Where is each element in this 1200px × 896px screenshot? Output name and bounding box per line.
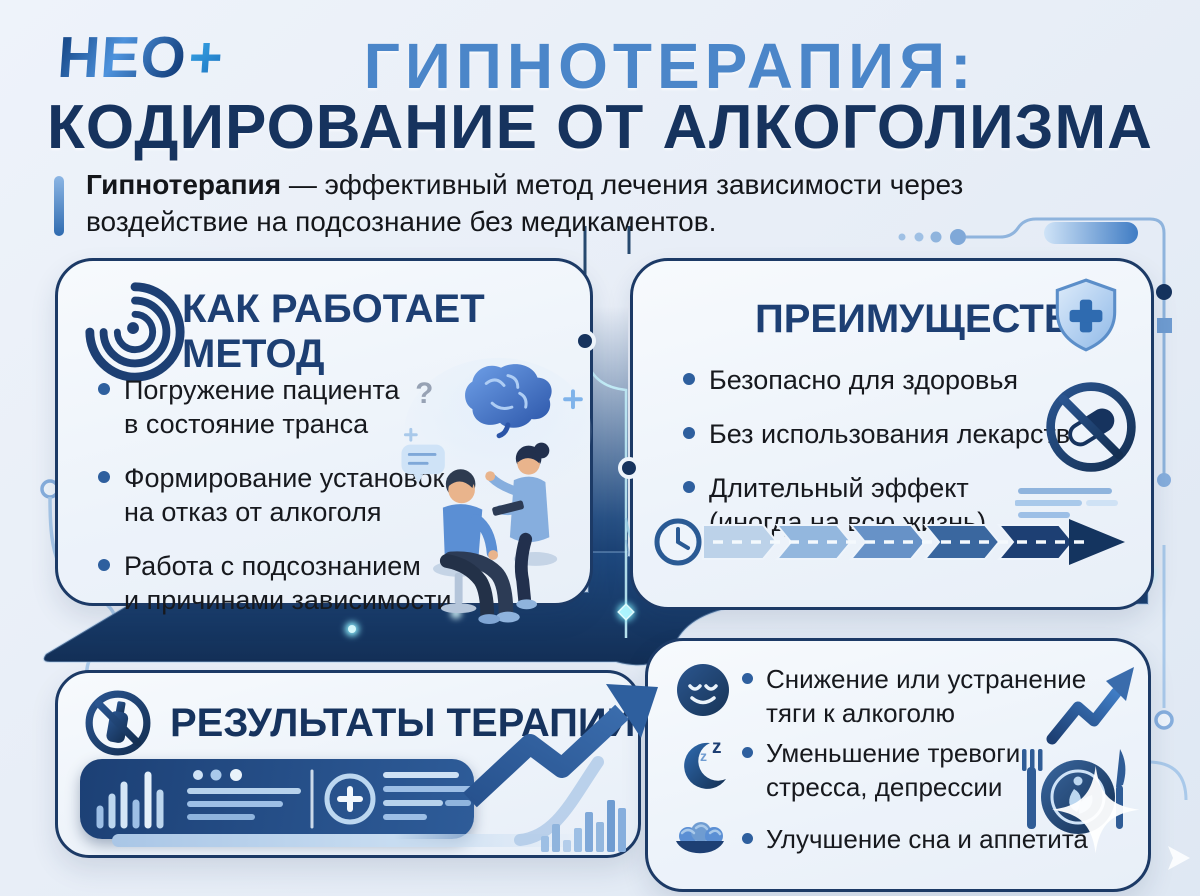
svg-text:z: z [712,737,722,758]
text-lines-decoration [1015,485,1121,523]
clock-timeline-icon [651,511,1133,573]
plus-sparkle-icon [563,389,583,410]
advantages-card-title: ПРЕИМУЩЕСТВА [755,297,1100,341]
list-item: Погружение пациента в состояние транса [98,373,538,441]
dashboard-panel [80,759,474,839]
intro-accent-bar [54,176,64,236]
list-item: Формирование установок на отказ от алког… [98,461,538,529]
speech-bubble-icon [401,444,445,485]
method-bullet-list: Погружение пациента в состояние транса Ф… [98,373,538,637]
list-item: Работа с подсознанием и причинами зависи… [98,549,538,617]
question-mark-glyph: ? [415,377,433,410]
card-outcomes: z z Снижение или устранение тяги к алког… [645,638,1151,892]
appetite-bowl-icon [670,817,730,867]
list-item: Безопасно для здоровья [683,363,1113,397]
intro-bold-term: Гипнотерапия [86,169,282,200]
plus-sparkle-icon-small [403,427,418,442]
no-pills-icon [1041,377,1141,477]
no-alcohol-icon [84,689,152,757]
intro-text: Гипнотерапия — эффективный метод лечения… [86,166,1116,240]
page-title-line2: КОДИРОВАНИЕ ОТ АЛКОГОЛИЗМА [47,93,1153,162]
shield-cross-icon [1045,275,1127,357]
results-card-title: РЕЗУЛЬТАТЫ ТЕРАПИИ [170,701,636,745]
dashboard-doodles [96,769,473,829]
top-right-circuit [898,217,1188,801]
page-title-line1: ГИПНОТЕРАПИЯ: [363,30,977,102]
list-item: Без использования лекарств [683,417,1113,451]
therapy-session-illustration: ? [401,357,592,624]
card-therapy-results: РЕЗУЛЬТАТЫ ТЕРАПИИ [55,670,641,858]
intro-rest: — эффективный метод лечения зависимости … [86,169,964,238]
card-advantages: ПРЕИМУЩЕСТВА Безопасно для здоровья Без … [630,258,1154,610]
brain-icon [465,364,552,439]
svg-text:z: z [700,748,707,764]
sleep-moon-icon: z z [670,733,732,795]
therapist-figure [485,442,558,610]
method-card-title: КАК РАБОТАЕТ МЕТОД [182,287,485,376]
outcome-text: Уменьшение тревоги, стресса, депрессии [742,737,1126,805]
growth-arrow-icon [1044,655,1136,747]
patient-figure [433,469,520,624]
healthy-plate-icon [1014,743,1136,853]
outcome-text: Снижение или устранение тяги к алкоголю [742,663,1126,731]
calm-face-icon [674,661,732,719]
hypnosis-spiral-icon [82,279,188,385]
